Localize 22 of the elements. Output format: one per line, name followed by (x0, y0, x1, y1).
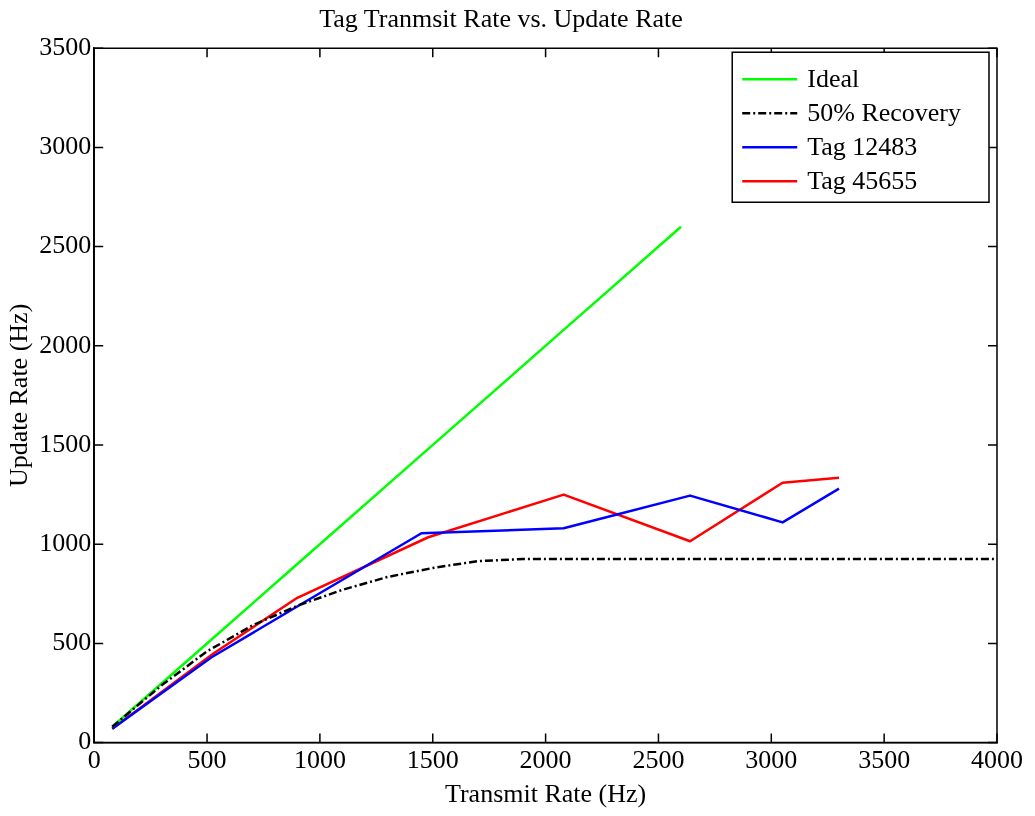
legend-label: Tag 45655 (807, 166, 918, 196)
x-tick-label: 2000 (519, 745, 572, 775)
y-tick-label: 500 (52, 627, 92, 657)
legend-label: Tag 12483 (807, 132, 918, 162)
y-tick-label: 1500 (39, 428, 92, 458)
y-tick-label: 1000 (39, 528, 92, 558)
x-tick-label: 500 (187, 745, 227, 775)
x-tick-label: 3000 (745, 745, 798, 775)
x-tick-label: 4000 (971, 745, 1023, 775)
y-axis-title: Update Rate (Hz) (4, 303, 34, 488)
x-tick-label: 2500 (632, 745, 685, 775)
y-tick-label: 2500 (39, 230, 92, 260)
chart-title: Tag Tranmsit Rate vs. Update Rate (319, 4, 683, 34)
legend-label: Ideal (807, 64, 860, 94)
legend-label: 50% Recovery (807, 98, 961, 128)
x-tick-label: 1000 (293, 745, 346, 775)
x-tick-label: 3500 (858, 745, 911, 775)
y-tick-label: 3500 (39, 32, 92, 62)
y-tick-label: 3000 (39, 131, 92, 161)
x-tick-label: 1500 (406, 745, 459, 775)
y-tick-label: 2000 (39, 329, 92, 359)
x-axis-title: Transmit Rate (Hz) (444, 779, 647, 809)
